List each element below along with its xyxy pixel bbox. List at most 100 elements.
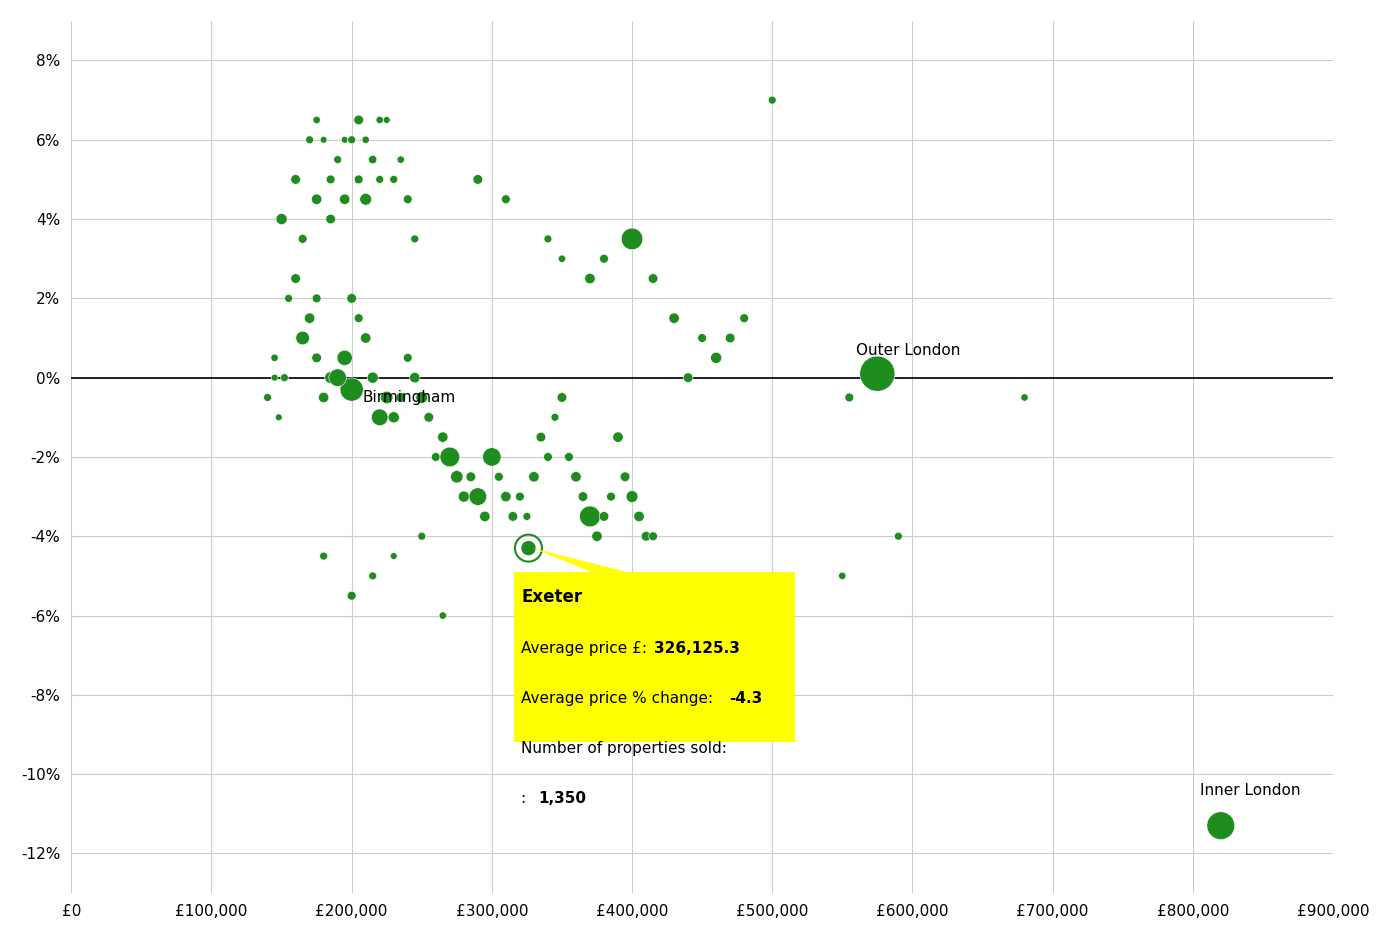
Text: 326,125.3: 326,125.3	[655, 641, 741, 656]
Point	[517, 540, 539, 556]
Point	[327, 152, 349, 167]
Point	[453, 489, 475, 504]
Point	[467, 172, 489, 187]
Point	[467, 489, 489, 504]
Point	[313, 390, 335, 405]
Point	[285, 172, 307, 187]
Point	[495, 489, 517, 504]
Point	[256, 390, 278, 405]
Point	[432, 430, 455, 445]
Point	[776, 628, 798, 643]
Point	[621, 231, 644, 246]
Point	[306, 290, 328, 306]
Point	[614, 469, 637, 484]
Point	[348, 113, 370, 128]
Point	[341, 382, 363, 397]
Point	[557, 449, 580, 464]
Point	[368, 113, 391, 128]
Point	[594, 509, 616, 524]
Point	[274, 370, 296, 385]
Point	[460, 469, 482, 484]
Point	[838, 390, 860, 405]
Point	[368, 410, 391, 425]
Point	[313, 549, 335, 564]
Point	[439, 449, 461, 464]
Point	[271, 212, 293, 227]
Point	[887, 528, 909, 543]
Point	[594, 251, 616, 266]
Point	[571, 489, 594, 504]
Point	[285, 271, 307, 286]
Point	[537, 231, 559, 246]
Point	[719, 331, 741, 346]
Point	[361, 370, 384, 385]
Point	[389, 152, 411, 167]
Text: -4.3: -4.3	[728, 691, 762, 706]
Point	[264, 351, 286, 366]
Point	[410, 528, 432, 543]
Point	[509, 489, 531, 504]
Point	[341, 290, 363, 306]
Point	[585, 528, 607, 543]
Point	[517, 540, 539, 556]
Point	[523, 469, 545, 484]
Point	[396, 192, 418, 207]
Point	[425, 449, 448, 464]
Point	[306, 192, 328, 207]
Point	[502, 509, 524, 524]
Point	[354, 133, 377, 148]
Point	[663, 310, 685, 325]
Text: Birmingham: Birmingham	[363, 390, 456, 405]
Point	[831, 569, 853, 584]
Point	[628, 509, 651, 524]
Point	[488, 469, 510, 484]
Point	[334, 133, 356, 148]
Point	[410, 390, 432, 405]
FancyBboxPatch shape	[514, 572, 795, 743]
Text: Average price £:: Average price £:	[521, 641, 652, 656]
Point	[621, 489, 644, 504]
Point	[361, 569, 384, 584]
Point	[320, 212, 342, 227]
Point	[403, 231, 425, 246]
Point	[635, 528, 657, 543]
Point	[375, 390, 398, 405]
Point	[341, 588, 363, 603]
Point	[642, 528, 664, 543]
Point	[292, 331, 314, 346]
Point	[354, 331, 377, 346]
Point	[396, 351, 418, 366]
Point	[550, 390, 573, 405]
Point	[313, 133, 335, 148]
Point	[642, 271, 664, 286]
Point	[705, 351, 727, 366]
Point	[382, 172, 404, 187]
Point	[543, 410, 566, 425]
Point	[403, 370, 425, 385]
Point	[677, 370, 699, 385]
Point	[306, 113, 328, 128]
Point	[299, 133, 321, 148]
Text: Exeter: Exeter	[521, 588, 582, 605]
Point	[348, 172, 370, 187]
Point	[320, 370, 342, 385]
Point	[1013, 390, 1036, 405]
Text: :: :	[521, 791, 531, 807]
Point	[268, 410, 291, 425]
Point	[306, 351, 328, 366]
Point	[375, 113, 398, 128]
Point	[327, 370, 349, 385]
Point	[481, 449, 503, 464]
Point	[600, 489, 623, 504]
Point	[446, 469, 468, 484]
Point	[578, 271, 600, 286]
Point	[564, 469, 587, 484]
Point	[417, 410, 439, 425]
Point	[334, 351, 356, 366]
Point	[516, 509, 538, 524]
Text: Outer London: Outer London	[856, 343, 960, 358]
Point	[389, 390, 411, 405]
Text: Average price % change:: Average price % change:	[521, 691, 719, 706]
Point	[334, 192, 356, 207]
Point	[537, 449, 559, 464]
